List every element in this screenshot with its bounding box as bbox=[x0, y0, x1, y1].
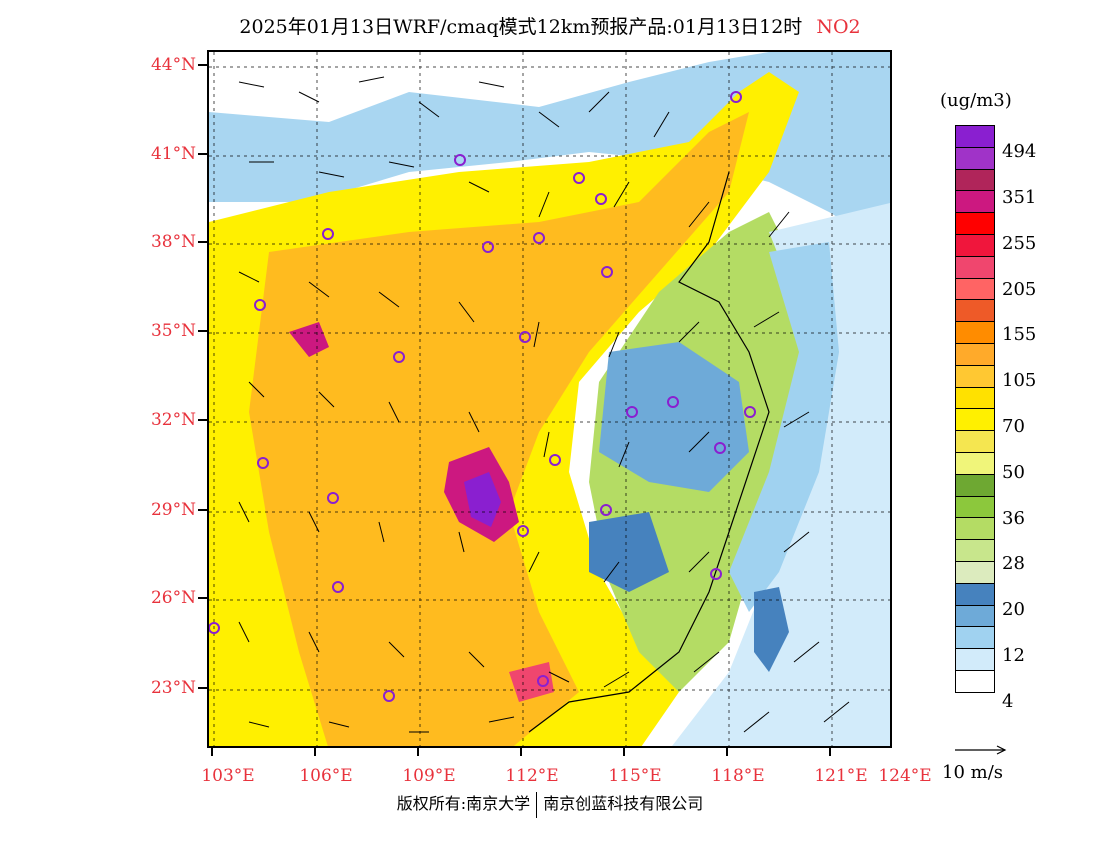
colorbar-cell bbox=[955, 648, 995, 671]
lat-tick bbox=[198, 153, 207, 155]
colorbar-unit: (ug/m3) bbox=[940, 90, 1012, 111]
colorbar-cell bbox=[955, 669, 995, 693]
colorbar-label: 155 bbox=[1002, 324, 1037, 345]
lon-tick bbox=[829, 748, 831, 756]
vector-key-label: 10 m/s bbox=[942, 762, 1003, 783]
colorbar-cell bbox=[955, 626, 995, 650]
lat-label-35: 35°N bbox=[150, 321, 196, 341]
wind-vectors bbox=[238, 76, 850, 733]
lon-label-118: 118°E bbox=[711, 766, 765, 786]
lat-label-38: 38°N bbox=[150, 232, 196, 252]
coastline bbox=[528, 171, 770, 733]
colorbar-cell bbox=[955, 517, 995, 541]
colorbar-cell bbox=[955, 146, 995, 170]
colorbar-label: 255 bbox=[1002, 233, 1037, 254]
region-low-northwest bbox=[209, 52, 890, 250]
lon-label-115: 115°E bbox=[608, 766, 662, 786]
region-blue-southeast bbox=[589, 512, 669, 592]
colorbar-label: 351 bbox=[1002, 187, 1037, 208]
colorbar-cell bbox=[955, 364, 995, 388]
lat-label-23: 23°N bbox=[150, 678, 196, 698]
colorbar-label: 494 bbox=[1002, 141, 1037, 162]
colorbar-cell bbox=[955, 168, 995, 192]
colorbar-label: 4 bbox=[1002, 691, 1014, 712]
colorbar-cell bbox=[955, 495, 995, 519]
lat-tick bbox=[198, 597, 207, 599]
lon-tick bbox=[417, 748, 419, 756]
lat-label-44: 44°N bbox=[150, 55, 196, 75]
colorbar-label: 205 bbox=[1002, 279, 1037, 300]
copyright-text: 版权所有:南京大学 bbox=[396, 794, 531, 813]
lon-tick bbox=[211, 748, 213, 756]
title-text: 2025年01月13日WRF/cmaq模式12km预报产品:01月13日12时 bbox=[239, 16, 803, 38]
colorbar-cell bbox=[955, 255, 995, 279]
station-markers bbox=[209, 91, 756, 702]
lat-tick bbox=[198, 687, 207, 689]
colorbar-label: 20 bbox=[1002, 599, 1025, 620]
footer: 版权所有:南京大学 南京创蓝科技有限公司 bbox=[0, 790, 1100, 818]
lon-label-103: 103°E bbox=[201, 766, 255, 786]
lon-tick bbox=[520, 748, 522, 756]
lat-tick bbox=[198, 330, 207, 332]
lat-label-41: 41°N bbox=[150, 144, 196, 164]
region-hotspot-west bbox=[289, 322, 329, 357]
colorbar-cell bbox=[955, 539, 995, 562]
colorbar-cell bbox=[955, 321, 995, 344]
lat-tick bbox=[198, 64, 207, 66]
region-hotspot-core bbox=[464, 472, 501, 527]
colorbar-cell bbox=[955, 582, 995, 606]
vector-key-arrow bbox=[955, 745, 1007, 755]
colorbar-cell bbox=[955, 451, 995, 475]
colorbar-cell bbox=[955, 190, 995, 214]
lon-tick bbox=[314, 748, 316, 756]
colorbar-label: 36 bbox=[1002, 508, 1025, 529]
region-orange-belt bbox=[249, 112, 749, 746]
colorbar-cell bbox=[955, 560, 995, 584]
region-blue-east bbox=[599, 342, 749, 492]
lon-label-106: 106°E bbox=[299, 766, 353, 786]
colorbar-label: 50 bbox=[1002, 462, 1025, 483]
colorbar-cell bbox=[955, 408, 995, 432]
lat-label-29: 29°N bbox=[150, 500, 196, 520]
lon-tick bbox=[623, 748, 625, 756]
colorbar-cell bbox=[955, 277, 995, 301]
footer-separator bbox=[536, 791, 538, 818]
colorbar-cell bbox=[955, 604, 995, 628]
lat-label-26: 26°N bbox=[150, 588, 196, 608]
colorbar-cell bbox=[955, 386, 995, 410]
map-svg bbox=[209, 52, 890, 746]
lat-tick bbox=[198, 509, 207, 511]
lat-tick bbox=[198, 241, 207, 243]
lon-tick bbox=[726, 748, 728, 756]
lon-label-124: 124°E bbox=[878, 766, 932, 786]
colorbar-cell bbox=[955, 430, 995, 453]
colorbar bbox=[955, 125, 995, 693]
map-frame bbox=[207, 50, 892, 748]
colorbar-cell bbox=[955, 125, 995, 148]
colorbar-cell bbox=[955, 342, 995, 366]
colorbar-cell bbox=[955, 233, 995, 257]
lon-label-112: 112°E bbox=[505, 766, 559, 786]
pollutant-label: NO2 bbox=[816, 16, 861, 38]
colorbar-cell bbox=[955, 212, 995, 235]
lon-label-121: 121°E bbox=[814, 766, 868, 786]
colorbar-label: 12 bbox=[1002, 645, 1025, 666]
colorbar-cell bbox=[955, 473, 995, 497]
lat-tick bbox=[198, 419, 207, 421]
lon-label-109: 109°E bbox=[402, 766, 456, 786]
chart-title: 2025年01月13日WRF/cmaq模式12km预报产品:01月13日12时 N… bbox=[0, 12, 1100, 39]
region-taiwan bbox=[754, 587, 789, 672]
region-hotspot-south bbox=[509, 662, 554, 702]
lat-label-32: 32°N bbox=[150, 410, 196, 430]
company-text: 南京创蓝科技有限公司 bbox=[543, 794, 704, 813]
colorbar-cell bbox=[955, 299, 995, 323]
colorbar-label: 105 bbox=[1002, 370, 1037, 391]
colorbar-label: 70 bbox=[1002, 416, 1025, 437]
colorbar-label: 28 bbox=[1002, 553, 1025, 574]
